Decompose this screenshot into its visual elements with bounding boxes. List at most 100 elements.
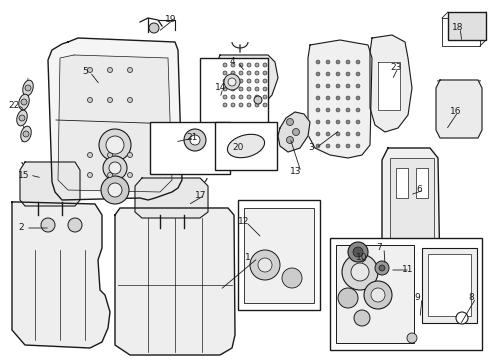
Polygon shape: [212, 55, 278, 115]
Circle shape: [223, 87, 226, 91]
Polygon shape: [307, 40, 371, 158]
Circle shape: [254, 79, 259, 83]
Circle shape: [370, 288, 384, 302]
Circle shape: [341, 254, 377, 290]
Circle shape: [239, 71, 243, 75]
Bar: [395, 168, 407, 198]
Text: 1: 1: [244, 253, 250, 262]
Circle shape: [190, 135, 200, 145]
Circle shape: [246, 95, 250, 99]
Circle shape: [107, 172, 112, 177]
Circle shape: [325, 132, 329, 136]
Circle shape: [87, 153, 92, 158]
Circle shape: [223, 63, 226, 67]
Polygon shape: [435, 80, 481, 138]
Polygon shape: [20, 162, 80, 206]
Bar: [215, 122, 276, 170]
Circle shape: [254, 103, 259, 107]
Bar: [150, 122, 229, 174]
Circle shape: [246, 87, 250, 91]
Circle shape: [223, 103, 226, 107]
Circle shape: [347, 242, 367, 262]
Circle shape: [246, 71, 250, 75]
Circle shape: [355, 132, 359, 136]
Text: 12: 12: [238, 217, 249, 226]
Circle shape: [253, 96, 262, 104]
Text: 22: 22: [8, 100, 19, 109]
Circle shape: [346, 108, 349, 112]
Circle shape: [127, 68, 132, 72]
Circle shape: [346, 120, 349, 124]
Text: 2: 2: [18, 224, 23, 233]
Text: 6: 6: [415, 185, 421, 194]
Polygon shape: [381, 148, 439, 292]
Circle shape: [353, 310, 369, 326]
Circle shape: [149, 23, 159, 33]
Circle shape: [263, 95, 266, 99]
Circle shape: [223, 79, 226, 83]
Circle shape: [239, 103, 243, 107]
Circle shape: [325, 144, 329, 148]
Circle shape: [21, 99, 27, 105]
Circle shape: [315, 60, 319, 64]
Circle shape: [101, 176, 129, 204]
Circle shape: [108, 183, 122, 197]
Bar: [421, 248, 476, 323]
Circle shape: [363, 281, 391, 309]
Polygon shape: [58, 55, 172, 192]
Text: 23: 23: [389, 63, 401, 72]
Circle shape: [239, 95, 243, 99]
Bar: [427, 254, 470, 316]
Text: 20: 20: [231, 144, 243, 153]
Circle shape: [315, 96, 319, 100]
Circle shape: [87, 68, 92, 72]
Circle shape: [254, 87, 259, 91]
Circle shape: [230, 79, 235, 83]
Polygon shape: [48, 38, 182, 200]
Circle shape: [107, 68, 112, 72]
Ellipse shape: [20, 126, 31, 142]
Circle shape: [127, 153, 132, 158]
Circle shape: [230, 87, 235, 91]
Polygon shape: [369, 35, 411, 132]
Circle shape: [87, 98, 92, 103]
Circle shape: [109, 162, 121, 174]
Circle shape: [223, 95, 226, 99]
Text: 13: 13: [289, 167, 301, 176]
Circle shape: [127, 98, 132, 103]
Circle shape: [374, 261, 388, 275]
Circle shape: [315, 84, 319, 88]
Text: 4: 4: [229, 58, 235, 67]
Circle shape: [335, 84, 339, 88]
Circle shape: [346, 84, 349, 88]
Circle shape: [325, 96, 329, 100]
Polygon shape: [12, 202, 110, 348]
Circle shape: [103, 156, 127, 180]
Circle shape: [258, 258, 271, 272]
Circle shape: [246, 103, 250, 107]
Text: 7: 7: [375, 243, 381, 252]
Circle shape: [378, 265, 384, 271]
Circle shape: [346, 72, 349, 76]
Circle shape: [346, 96, 349, 100]
Circle shape: [263, 63, 266, 67]
Circle shape: [239, 87, 243, 91]
Circle shape: [335, 108, 339, 112]
Circle shape: [239, 79, 243, 83]
Circle shape: [337, 288, 357, 308]
Ellipse shape: [17, 110, 27, 126]
Circle shape: [335, 120, 339, 124]
Bar: [329, 238, 481, 350]
Polygon shape: [135, 178, 207, 218]
Text: 21: 21: [185, 134, 197, 143]
Circle shape: [230, 103, 235, 107]
Ellipse shape: [23, 80, 33, 96]
Circle shape: [282, 268, 302, 288]
Circle shape: [292, 129, 299, 135]
Circle shape: [325, 120, 329, 124]
Ellipse shape: [19, 94, 29, 110]
Text: 10: 10: [355, 253, 367, 262]
Text: 19: 19: [164, 15, 176, 24]
Circle shape: [223, 71, 226, 75]
Circle shape: [350, 263, 368, 281]
